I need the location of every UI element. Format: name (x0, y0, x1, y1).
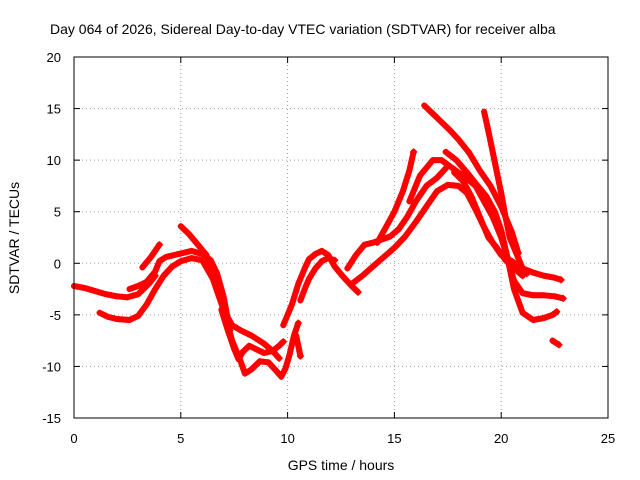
y-tick-label: 0 (54, 256, 61, 271)
data-series-group (71, 102, 567, 380)
data-point (217, 295, 224, 302)
data-point (354, 288, 362, 296)
data-point (216, 292, 223, 299)
series-arc-j (344, 164, 450, 272)
y-tick-label: 5 (54, 205, 61, 220)
data-point (275, 354, 283, 362)
data-point (279, 338, 287, 346)
grid (74, 57, 608, 418)
data-point (132, 292, 139, 298)
data-point (508, 269, 515, 276)
plot-frame (73, 56, 609, 419)
y-tick-label: -5 (49, 308, 61, 323)
data-point (557, 276, 565, 284)
chart-title: Day 064 of 2026, Sidereal Day-to-day VTE… (50, 21, 556, 37)
data-point (214, 284, 221, 291)
data-point (215, 287, 222, 293)
series-arc-a (71, 272, 159, 301)
x-tick-label: 25 (601, 431, 615, 446)
x-tick-label: 20 (494, 431, 508, 446)
data-point (410, 148, 418, 156)
data-point (218, 298, 225, 305)
data-point (124, 294, 131, 301)
y-tick-label: 15 (47, 102, 61, 117)
y-tick-label: -10 (42, 359, 61, 374)
series-arc-r (549, 337, 563, 349)
data-point (559, 294, 567, 302)
series-arc-b (96, 255, 302, 380)
series-arc-q (481, 108, 531, 278)
data-point (213, 281, 220, 288)
x-tick-label: 5 (177, 431, 184, 446)
data-point (294, 319, 302, 327)
x-tick-label: 10 (280, 431, 294, 446)
y-tick-label: 10 (47, 153, 61, 168)
y-axis-label: SDTVAR / TECUs (6, 182, 22, 294)
data-point (81, 285, 88, 291)
data-point (215, 289, 222, 296)
data-point (553, 308, 561, 316)
x-tick-label: 0 (70, 431, 77, 446)
data-point (185, 248, 192, 255)
data-point (212, 275, 218, 282)
series-arc-f (218, 306, 287, 363)
y-tick-label: -15 (42, 411, 61, 426)
axis-ticks: 0 5 10 15 20 25 -15 -10 -5 0 5 10 15 20 (42, 50, 615, 446)
x-axis-label: GPS time / hours (288, 457, 395, 473)
series-arc-o (442, 148, 567, 302)
data-point (555, 341, 563, 349)
data-point (296, 352, 304, 360)
series-arc-p (451, 169, 527, 280)
series-arc-d (139, 241, 163, 271)
data-point (510, 275, 517, 281)
data-point (523, 270, 531, 278)
data-point (155, 241, 163, 249)
data-point (509, 272, 516, 279)
series-arc-h (297, 255, 339, 304)
data-point (97, 289, 104, 296)
x-tick-label: 15 (387, 431, 401, 446)
data-point (331, 256, 339, 264)
y-tick-label: 20 (47, 50, 61, 65)
series-arc-i (293, 332, 304, 360)
series-arc-l (374, 148, 418, 246)
